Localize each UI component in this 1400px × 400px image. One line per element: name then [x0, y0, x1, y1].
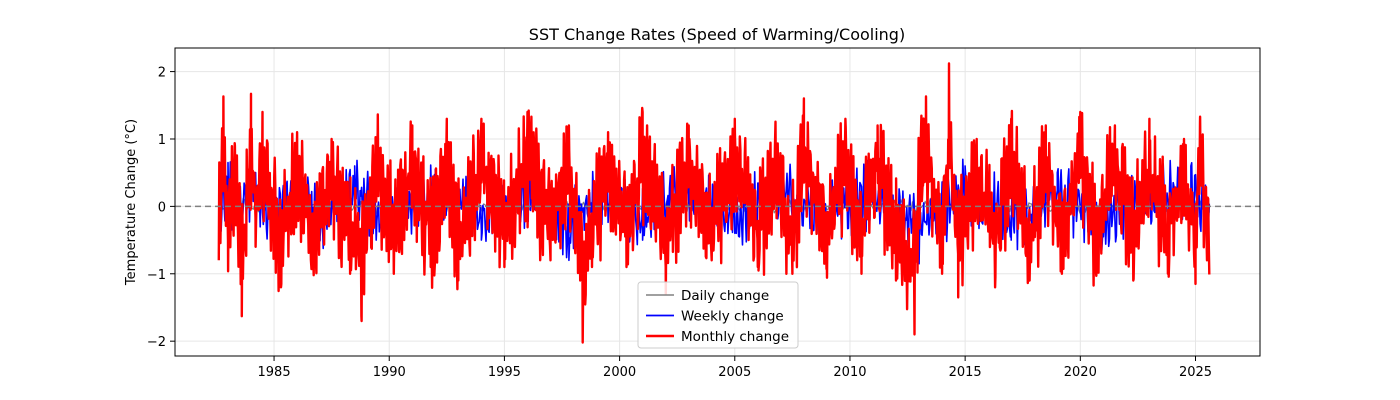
y-tick-label: 1	[158, 133, 166, 148]
plot-area	[175, 62, 1260, 344]
x-tick-label: 1995	[488, 365, 521, 380]
x-tick-label: 2005	[718, 365, 751, 380]
y-tick-label: −2	[147, 335, 166, 350]
x-tick-label: 1990	[373, 365, 406, 380]
legend-label: Daily change	[681, 288, 769, 304]
x-tick-label: 2020	[1064, 365, 1097, 380]
x-tick-label: 2015	[949, 365, 982, 380]
x-tick-label: 2000	[603, 365, 636, 380]
y-tick-label: 0	[158, 200, 166, 215]
legend-label: Weekly change	[681, 309, 784, 325]
series-line-monthly-change	[217, 62, 1211, 344]
chart-title: SST Change Rates (Speed of Warming/Cooli…	[529, 25, 905, 44]
legend-box	[637, 281, 799, 349]
y-axis-label: Temperature Change (°C)	[124, 119, 139, 286]
x-tick-label: 2010	[833, 365, 866, 380]
x-tick-label: 2025	[1179, 365, 1212, 380]
y-tick-label: 2	[158, 66, 166, 81]
y-tick-label: −1	[147, 268, 166, 283]
legend-label: Monthly change	[681, 329, 789, 345]
axes-frame	[174, 47, 1261, 357]
series-group	[217, 62, 1211, 344]
x-tick-label: 1985	[258, 365, 291, 380]
legend: Daily change Weekly change Monthly change	[637, 281, 799, 349]
axes: 1985 1990 1995 2000 2005 2010 2015 2020 2025 −2 −1…	[147, 47, 1261, 380]
